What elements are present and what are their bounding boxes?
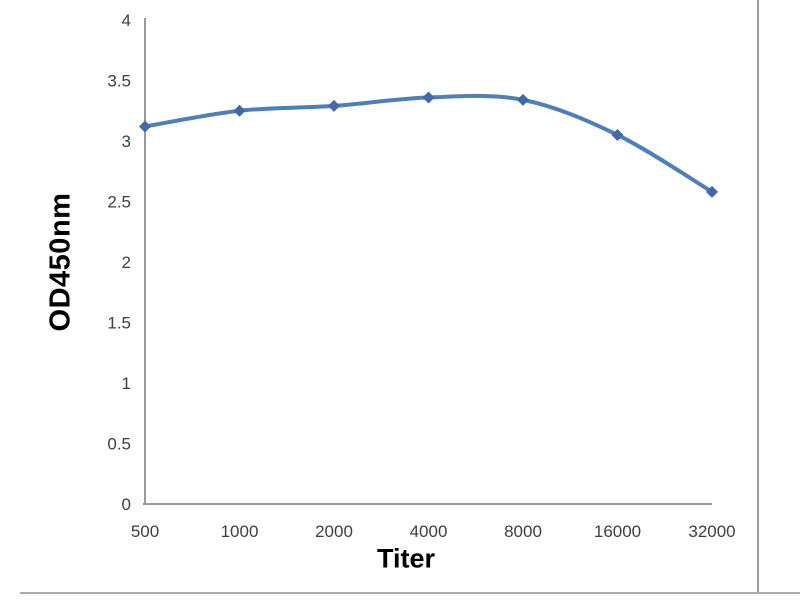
data-point-marker: [706, 185, 718, 198]
x-tick-label: 32000: [688, 522, 735, 541]
x-tick-label: 4000: [410, 522, 448, 541]
data-point-marker: [233, 104, 246, 117]
y-tick-label: 4: [122, 11, 131, 30]
y-axis-title: OD450nm: [44, 192, 77, 332]
data-point-marker: [328, 99, 340, 112]
y-tick-label: 1.5: [107, 314, 131, 333]
y-tick-label: 2.5: [107, 193, 131, 212]
y-tick-label: 3.5: [107, 72, 131, 91]
y-tick-label: 0.5: [107, 435, 131, 454]
x-tick-label: 2000: [315, 522, 353, 541]
y-tick-label: 0: [122, 495, 131, 514]
x-tick-label: 16000: [594, 522, 641, 541]
x-tick-label: 1000: [221, 522, 259, 541]
frame-border-bottom-icon: [20, 592, 800, 594]
y-tick-label: 1: [122, 374, 131, 393]
data-point-marker: [139, 120, 151, 133]
series-line: [143, 93, 714, 194]
x-tick-label: 8000: [504, 522, 542, 541]
y-tick-label: 3: [122, 132, 131, 151]
data-point-marker: [422, 91, 435, 104]
x-axis-title: Titer: [376, 543, 436, 574]
y-tick-label: 2: [122, 253, 131, 272]
data-point-marker: [517, 93, 529, 106]
frame-border-right-icon: [757, 0, 759, 594]
data-point-marker: [611, 128, 624, 141]
x-tick-label: 500: [131, 522, 159, 541]
